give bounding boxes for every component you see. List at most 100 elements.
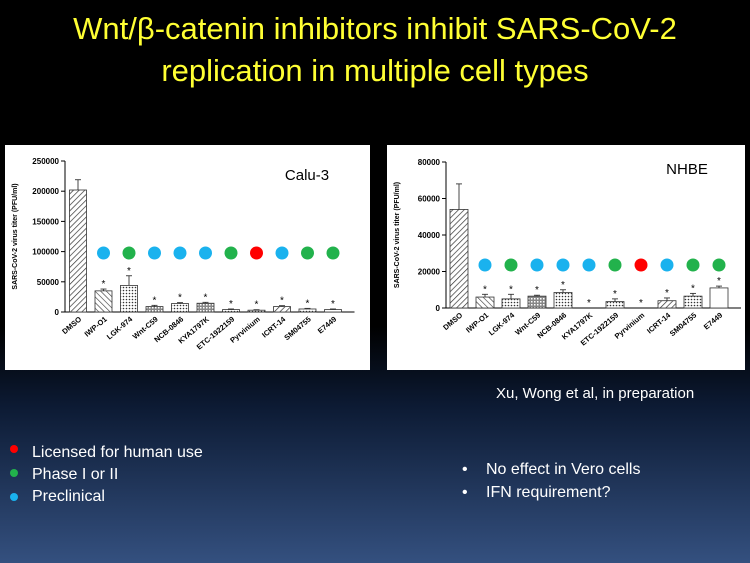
x-tick-label: E7449 [316, 315, 338, 336]
y-tick-label: 60000 [418, 195, 441, 204]
status-dot-preclinical [478, 258, 492, 272]
significance-marker: * [102, 279, 106, 290]
note-text: IFN requirement? [486, 484, 611, 501]
y-axis-label: SARS-CoV-2 virus titer (PFU/ml) [12, 183, 19, 289]
title-line-2: replication in multiple cell types [161, 53, 589, 88]
citation: Xu, Wong et al, in preparation [496, 385, 695, 402]
bar-icrt-14 [273, 306, 291, 313]
x-tick-label: LGK-974 [487, 310, 517, 337]
nhbe-chart-panel: 0 20000 40000 60000 80000 SARS-CoV-2 virus ti… [387, 145, 745, 370]
bar-iwp-o1 [94, 290, 113, 313]
status-dot-phase [326, 246, 340, 260]
bar-lgk-974 [120, 285, 138, 313]
significance-marker: * [561, 280, 565, 291]
y-tick-label: 250000 [32, 157, 59, 166]
bar-dmso [449, 209, 469, 309]
status-dot-licensed [634, 258, 648, 272]
bar-e7449 [709, 287, 729, 309]
panel-label: NHBE [666, 161, 708, 178]
significance-marker: * [665, 288, 669, 299]
status-dot-phase [301, 246, 314, 260]
significance-marker: * [153, 295, 157, 306]
significance-marker: * [717, 276, 721, 287]
calu3-chart-panel: 0 50000 100000 150000 200000 250000 SARS-CoV-2… [5, 145, 370, 370]
bar-ncb-0846 [553, 292, 573, 309]
note-item: • IFN requirement? [462, 483, 611, 503]
status-dot-licensed [250, 246, 263, 260]
x-tick-label: SM04755 [282, 315, 312, 343]
significance-marker: * [613, 289, 617, 300]
significance-marker: * [331, 299, 335, 310]
significance-marker: * [587, 298, 591, 309]
significance-marker: * [639, 298, 643, 309]
y-tick-label: 50000 [37, 278, 60, 287]
significance-marker: * [509, 284, 513, 295]
x-tick-label: DMSO [441, 311, 464, 332]
bar-dmso [69, 189, 87, 313]
bar-wnt-c59 [527, 295, 547, 309]
significance-marker: * [204, 292, 208, 303]
legend-label: Preclinical [32, 488, 105, 505]
significance-marker: * [535, 285, 539, 296]
significance-marker: * [178, 293, 182, 304]
x-tick-label: DMSO [60, 315, 83, 336]
title-line-1: Wnt/β-catenin inhibitors inhibit SARS-Co… [73, 11, 677, 46]
panel-label: Calu-3 [285, 167, 329, 184]
significance-marker: * [483, 284, 487, 295]
status-dot-phase [504, 258, 518, 272]
bar-sm04755 [298, 308, 317, 313]
legend-label: Licensed for human use [32, 444, 203, 461]
significance-marker: * [255, 300, 259, 311]
blue-dot-icon [10, 493, 18, 501]
status-dot-phase [608, 258, 622, 272]
status-dot-preclinical [530, 258, 544, 272]
bar-ncb-0846 [171, 303, 189, 313]
status-dot-preclinical [173, 246, 187, 260]
x-tick-label: SM04755 [668, 311, 698, 339]
y-tick-label: 40000 [418, 231, 441, 240]
bar-iwp-o1 [475, 296, 495, 309]
note-item: • No effect in Vero cells [462, 460, 640, 480]
status-dot-phase [712, 258, 726, 272]
slide-title: Wnt/β-catenin inhibitors inhibit SARS-Co… [0, 8, 750, 92]
bar-wnt-c59 [145, 306, 164, 313]
bar-etc-1922159 [605, 301, 625, 309]
y-tick-label: 200000 [32, 187, 59, 196]
bar-kya1797k [196, 302, 215, 313]
bar-sm04755 [683, 295, 703, 309]
nhbe-bar-chart: 0 20000 40000 60000 80000 SARS-CoV-2 virus ti… [394, 158, 741, 348]
bullet-icon: • [462, 484, 468, 501]
legend-label: Phase I or II [32, 466, 119, 483]
green-dot-icon [10, 469, 18, 477]
significance-marker: * [127, 266, 131, 277]
bar-icrt-14 [657, 300, 677, 309]
y-tick-label: 100000 [32, 248, 59, 257]
y-tick-label: 20000 [418, 268, 441, 277]
y-tick-label: 80000 [418, 158, 441, 167]
status-dot-preclinical [582, 258, 596, 272]
y-axis-label: SARS-CoV-2 virus titer (PFU/ml) [394, 182, 401, 288]
significance-marker: * [306, 298, 310, 309]
calu3-bar-chart: 0 50000 100000 150000 200000 250000 SARS-CoV-2… [12, 157, 355, 352]
status-dot-preclinical [660, 258, 674, 272]
significance-marker: * [229, 299, 233, 310]
status-dot-phase [224, 246, 238, 260]
status-dot-phase [686, 258, 700, 272]
status-dot-phase [122, 246, 136, 260]
x-tick-label: LGK-974 [105, 314, 135, 341]
bullet-icon: • [462, 461, 468, 478]
y-tick-label: 150000 [32, 217, 59, 226]
y-tick-label: 0 [55, 308, 60, 317]
red-dot-icon [10, 445, 18, 453]
y-tick-label: 0 [436, 304, 441, 313]
significance-marker: * [691, 283, 695, 294]
status-dot-preclinical [148, 246, 161, 260]
x-tick-label: E7449 [702, 311, 724, 332]
significance-marker: * [280, 296, 284, 307]
status-dot-preclinical [97, 246, 110, 260]
status-dot-preclinical [199, 246, 212, 260]
note-text: No effect in Vero cells [486, 461, 641, 478]
bar-lgk-974 [501, 298, 521, 309]
status-dot-preclinical [556, 258, 570, 272]
status-dot-preclinical [275, 246, 289, 260]
